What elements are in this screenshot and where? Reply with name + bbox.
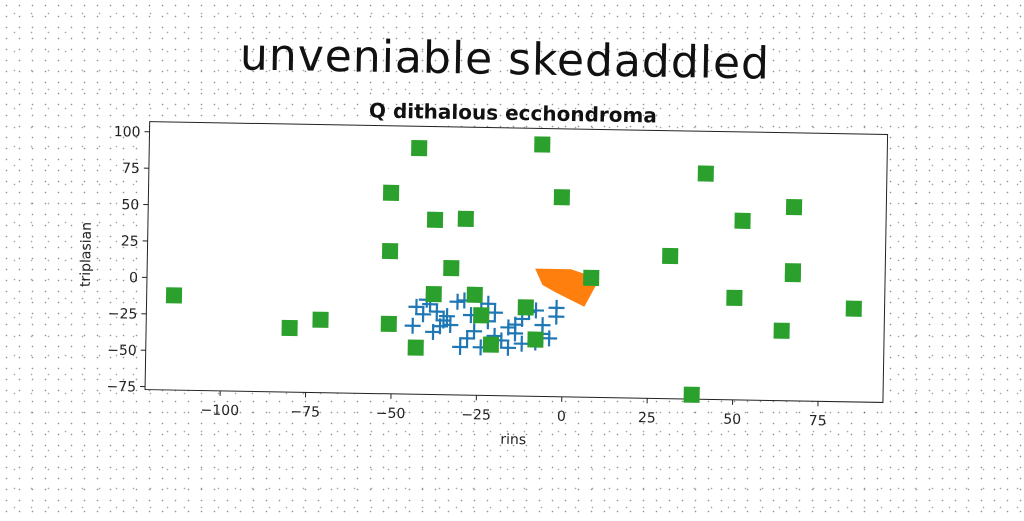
square-marker bbox=[381, 316, 397, 332]
square-marker bbox=[698, 165, 714, 181]
y-tick-label: −75 bbox=[106, 379, 136, 396]
x-tick-label: −50 bbox=[376, 406, 406, 423]
square-marker bbox=[166, 287, 182, 303]
square-marker bbox=[408, 340, 424, 356]
y-tick-label: 100 bbox=[114, 124, 141, 140]
y-tick-label: 50 bbox=[121, 197, 139, 213]
x-tick-label: 25 bbox=[638, 410, 656, 426]
square-marker bbox=[427, 212, 443, 228]
square-marker bbox=[467, 287, 483, 303]
square-marker bbox=[554, 189, 570, 205]
square-marker bbox=[411, 140, 427, 156]
y-tick-label: 25 bbox=[121, 234, 139, 250]
square-marker bbox=[458, 211, 474, 227]
y-axis-label: triplasian bbox=[78, 222, 95, 287]
y-tick-label: 0 bbox=[129, 270, 138, 286]
y-tick-label: 75 bbox=[122, 161, 140, 177]
square-marker bbox=[443, 260, 459, 276]
square-marker bbox=[786, 199, 802, 215]
square-marker bbox=[312, 312, 328, 328]
square-marker bbox=[662, 248, 678, 264]
x-axis-label: rins bbox=[500, 432, 526, 448]
square-marker bbox=[483, 336, 499, 352]
square-marker bbox=[518, 299, 534, 315]
square-marker bbox=[583, 270, 599, 286]
square-marker bbox=[785, 266, 801, 282]
square-marker bbox=[383, 185, 399, 201]
square-marker bbox=[281, 320, 297, 336]
square-marker bbox=[473, 307, 489, 323]
x-tick-label: −100 bbox=[200, 403, 239, 420]
square-marker bbox=[527, 331, 543, 347]
square-marker bbox=[684, 387, 700, 403]
y-axis-ticks: −75 −50 −25 0 25 50 75 100 bbox=[106, 124, 149, 396]
square-marker bbox=[734, 213, 750, 229]
square-marker bbox=[534, 136, 550, 152]
x-tick-label: 75 bbox=[809, 413, 827, 429]
x-tick-label: 0 bbox=[557, 409, 566, 425]
y-tick-label: −50 bbox=[107, 343, 137, 360]
square-marker bbox=[426, 286, 442, 302]
y-tick-label: −25 bbox=[108, 306, 138, 323]
plot-frame bbox=[145, 122, 888, 403]
x-tick-label: −25 bbox=[461, 407, 491, 424]
square-marker bbox=[846, 301, 862, 317]
x-tick-label: 50 bbox=[723, 412, 741, 428]
chart-title: Q dithalous ecchondroma bbox=[369, 98, 657, 127]
square-marker bbox=[774, 323, 790, 339]
square-marker bbox=[726, 290, 742, 306]
square-marker bbox=[382, 243, 398, 259]
x-tick-label: −75 bbox=[290, 404, 320, 421]
